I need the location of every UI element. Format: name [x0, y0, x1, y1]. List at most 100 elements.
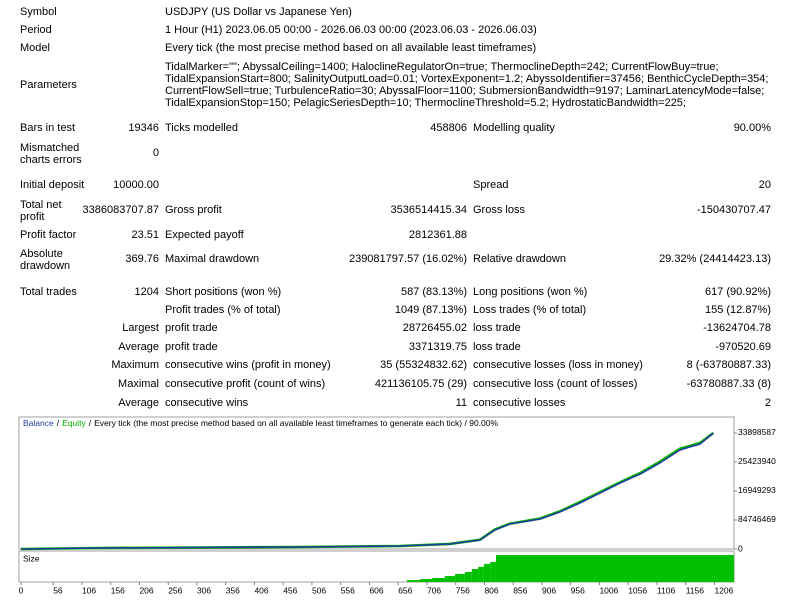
stat-label: Total trades — [20, 286, 77, 298]
stat-label: consecutive losses — [473, 397, 566, 409]
stat-value: 369.76 — [125, 253, 159, 265]
stat-label: Expected payoff — [165, 229, 244, 241]
stat-value: 90.00% — [733, 122, 771, 134]
y-tick-label: 84746469 — [738, 514, 776, 524]
stat-value: 2 — [764, 397, 771, 409]
stat-label: Long positions (won %) — [473, 286, 588, 298]
field-value: Every tick (the most precise method base… — [165, 42, 537, 54]
stat-value: -13624704.78 — [703, 322, 771, 334]
x-tick-label: 1106 — [657, 585, 676, 595]
parameter-line: TidalExpansionStart=800; SalinityOutputL… — [165, 73, 769, 85]
stat-label: Gross loss — [473, 204, 525, 216]
size-label: Size — [23, 553, 40, 563]
stat-label: consecutive loss (count of losses) — [473, 378, 638, 390]
field-value: 1 Hour (H1) 2023.06.05 00:00 - 2026.06.0… — [165, 24, 537, 36]
stat-value: -150430707.47 — [696, 204, 771, 216]
field-label: Period — [20, 24, 52, 36]
stat-value: Average — [118, 397, 159, 409]
stat-label: loss trade — [473, 322, 521, 334]
stat-value: 3371319.75 — [408, 341, 467, 353]
stat-label: Modelling quality — [473, 122, 555, 134]
header-separator: / — [89, 418, 92, 428]
header-text: Every tick (the most precise method base… — [94, 418, 498, 428]
size-bar — [444, 576, 456, 582]
stat-value: Maximal — [118, 378, 159, 390]
field-value: USDJPY (US Dollar vs Japanese Yen) — [165, 6, 352, 18]
stat-label: profit trade — [165, 341, 218, 353]
stat-label: Absolute drawdown — [20, 248, 71, 272]
legend-equity: Equity — [62, 418, 86, 428]
stat-value: 28726455.02 — [402, 322, 467, 334]
x-tick-label: 106 — [82, 585, 96, 595]
stat-value: 458806 — [430, 122, 467, 134]
x-tick-label: 1006 — [599, 585, 618, 595]
stat-value: 239081797.57 (16.02%) — [348, 253, 467, 265]
stat-value: 20 — [758, 179, 771, 191]
x-tick-label: 706 — [427, 585, 441, 595]
x-tick-label: 1206 — [714, 585, 733, 595]
stat-label: consecutive losses (loss in money) — [473, 359, 643, 371]
size-bar — [455, 573, 465, 582]
stat-label: Ticks modelled — [165, 122, 238, 134]
stat-label: Maximal drawdown — [165, 253, 260, 265]
field-label: Model — [20, 42, 50, 54]
size-bar — [495, 555, 734, 582]
stat-label: consecutive wins — [165, 397, 249, 409]
balance-line — [20, 432, 714, 550]
stat-value: 155 (12.87%) — [704, 304, 771, 316]
x-tick-label: 506 — [312, 585, 326, 595]
stat-value: 19346 — [128, 122, 159, 134]
parameter-line: TidalExpansionStop=150; PelagicSeriesDep… — [165, 97, 686, 109]
size-bar — [420, 579, 433, 582]
x-tick-label: 656 — [398, 585, 412, 595]
stat-label: profit trade — [165, 322, 218, 334]
stat-value: 1049 (87.13%) — [394, 304, 467, 316]
stat-label: Short positions (won %) — [165, 286, 282, 298]
stat-label: consecutive wins (profit in money) — [165, 359, 331, 371]
stat-value: Largest — [122, 322, 159, 334]
stat-value: -63780887.33 (8) — [686, 378, 771, 390]
stat-label: Gross profit — [165, 204, 222, 216]
stat-label: loss trade — [473, 341, 521, 353]
legend-balance: Balance — [23, 418, 54, 428]
stat-value: 35 (55324832.62) — [380, 359, 467, 371]
parameter-line: TidalMarker=""; AbyssalCeiling=1400; Hal… — [165, 61, 719, 73]
x-tick-label: 806 — [484, 585, 498, 595]
x-tick-label: 1056 — [628, 585, 647, 595]
chart-header: Balance / Equity / Every tick (the most prec… — [23, 418, 498, 428]
y-tick-label: 33898587 — [738, 427, 776, 437]
x-tick-label: 456 — [283, 585, 297, 595]
size-bar — [464, 572, 472, 582]
stat-value: 421136105.75 (29) — [374, 378, 467, 390]
stat-label: Total net profit — [20, 199, 62, 223]
y-tick-label: 25423940 — [738, 456, 776, 466]
stat-value: -970520.69 — [715, 341, 771, 353]
stat-label: Profit factor — [20, 229, 77, 241]
parameter-line: CurrentFlowSell=true; TurbulenceRatio=30… — [165, 85, 765, 97]
balance-chart-frame — [18, 416, 735, 550]
stat-value: 617 (90.92%) — [704, 286, 771, 298]
x-tick-label: 906 — [542, 585, 556, 595]
x-tick-label: 156 — [111, 585, 125, 595]
stat-value: 0 — [152, 147, 159, 159]
stat-label: Loss trades (% of total) — [473, 304, 587, 316]
stat-value: 29.32% (24414423.13) — [659, 253, 771, 265]
size-bar — [490, 562, 496, 582]
stat-label: Initial deposit — [20, 179, 85, 191]
stat-value: 3386083707.87 — [82, 204, 159, 216]
stat-value: 3536514415.34 — [390, 204, 467, 216]
x-tick-label: 956 — [571, 585, 585, 595]
size-bar — [471, 569, 479, 582]
stat-value: 11 — [455, 397, 467, 409]
x-tick-label: 1156 — [686, 585, 705, 595]
header-separator: / — [57, 418, 60, 428]
stat-value: 8 (-63780887.33) — [686, 359, 771, 371]
stat-value: 10000.00 — [113, 179, 159, 191]
x-tick-label: 256 — [168, 585, 182, 595]
stat-label: Profit trades (% of total) — [165, 304, 281, 316]
stat-label: consecutive profit (count of wins) — [165, 378, 326, 390]
stat-value: Average — [118, 341, 159, 353]
x-tick-label: 206 — [139, 585, 153, 595]
size-bar — [432, 577, 445, 582]
field-label: Symbol — [20, 6, 57, 18]
